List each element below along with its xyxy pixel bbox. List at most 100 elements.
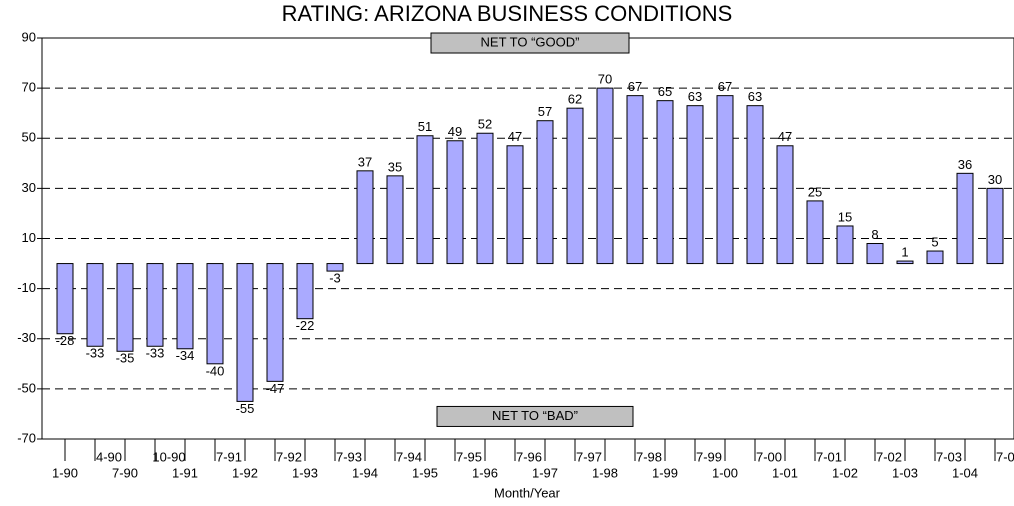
- value-label: 67: [718, 79, 732, 94]
- y-tick-label: 30: [22, 180, 36, 195]
- bar: [926, 250, 944, 265]
- x-tick-label: 7-94: [396, 449, 422, 464]
- value-label: 1: [901, 244, 908, 259]
- x-tick-label: 1-91: [172, 465, 198, 480]
- x-axis-label: Month/Year: [494, 485, 561, 500]
- bar: [686, 105, 704, 265]
- value-label: 30: [988, 172, 1002, 187]
- value-label: 35: [388, 159, 402, 174]
- value-label: 47: [778, 129, 792, 144]
- value-label: -33: [86, 346, 105, 361]
- value-label: 47: [508, 129, 522, 144]
- chart-title: RATING: ARIZONA BUSINESS CONDITIONS: [282, 1, 733, 26]
- value-label: 51: [418, 119, 432, 134]
- bar: [206, 263, 224, 365]
- x-tick-label: 1-97: [532, 465, 558, 480]
- bar: [326, 263, 344, 272]
- x-tick-label: 7-96: [516, 449, 542, 464]
- bar: [116, 263, 134, 352]
- x-tick-label: 4-90: [96, 449, 122, 464]
- value-label: 52: [478, 117, 492, 132]
- bar: [836, 225, 854, 265]
- y-tick-label: -50: [17, 380, 36, 395]
- x-tick-label: 1-90: [52, 465, 78, 480]
- value-label: 62: [568, 92, 582, 107]
- bar: [296, 263, 314, 320]
- value-label: -3: [329, 271, 341, 286]
- x-tick-label: 7-01: [816, 449, 842, 464]
- x-tick-label: 7-02: [876, 449, 902, 464]
- x-tick-label: 7-92: [276, 449, 302, 464]
- x-tick-label: 1-92: [232, 465, 258, 480]
- bar: [986, 187, 1004, 265]
- bar: [776, 145, 794, 265]
- bar: [236, 263, 254, 402]
- x-tick-label: 1-98: [592, 465, 618, 480]
- value-label: 8: [871, 227, 878, 242]
- x-tick-label: 7-99: [696, 449, 722, 464]
- x-tick-label: 1-04: [952, 465, 978, 480]
- x-tick-label: 7-98: [636, 449, 662, 464]
- bar: [506, 145, 524, 265]
- value-label: -40: [206, 363, 225, 378]
- x-tick-label: 7-95: [456, 449, 482, 464]
- bar: [896, 260, 914, 265]
- value-label: 25: [808, 184, 822, 199]
- x-tick-label: 1-95: [412, 465, 438, 480]
- y-tick-label: 90: [22, 29, 36, 44]
- bar: [866, 243, 884, 265]
- value-label: 63: [748, 89, 762, 104]
- value-label: -34: [176, 348, 195, 363]
- x-tick-label: 7-97: [576, 449, 602, 464]
- value-label: 63: [688, 89, 702, 104]
- bar: [476, 132, 494, 265]
- value-label: 36: [958, 157, 972, 172]
- bar: [86, 263, 104, 347]
- bar: [566, 107, 584, 265]
- value-label: -47: [266, 381, 285, 396]
- value-label: -55: [236, 401, 255, 416]
- y-tick-label: -10: [17, 280, 36, 295]
- value-label: -33: [146, 346, 165, 361]
- bar: [536, 120, 554, 265]
- x-tick-label: 7-03: [936, 449, 962, 464]
- y-tick-label: 10: [22, 230, 36, 245]
- annotation: NET TO “GOOD”: [481, 34, 580, 49]
- value-label: 49: [448, 124, 462, 139]
- bar: [416, 135, 434, 265]
- bar: [626, 95, 644, 265]
- bar: [716, 95, 734, 265]
- x-tick-label: 7-04: [996, 449, 1014, 464]
- y-tick-label: 50: [22, 130, 36, 145]
- annotation: NET TO “BAD”: [492, 408, 578, 423]
- x-tick-label: 1-96: [472, 465, 498, 480]
- bar: [656, 100, 674, 265]
- x-tick-label: 1-94: [352, 465, 378, 480]
- bar: [806, 200, 824, 265]
- value-label: 65: [658, 84, 672, 99]
- x-tick-label: 7-90: [112, 465, 138, 480]
- annotation-box: [430, 32, 630, 54]
- bar: [596, 87, 614, 265]
- bar: [446, 140, 464, 265]
- bar: [956, 172, 974, 265]
- value-label: -28: [56, 333, 75, 348]
- y-tick-label: -70: [17, 430, 36, 445]
- value-label: 15: [838, 209, 852, 224]
- x-tick-label: 10-90: [152, 449, 185, 464]
- bar: [56, 263, 74, 335]
- x-tick-label: 1-99: [652, 465, 678, 480]
- x-tick-label: 1-00: [712, 465, 738, 480]
- value-label: -35: [116, 351, 135, 366]
- x-tick-label: 1-02: [832, 465, 858, 480]
- value-label: 67: [628, 79, 642, 94]
- x-tick-label: 1-01: [772, 465, 798, 480]
- bar: [746, 105, 764, 265]
- value-label: -22: [296, 318, 315, 333]
- bar: [386, 175, 404, 265]
- value-label: 57: [538, 104, 552, 119]
- value-label: 5: [931, 234, 938, 249]
- bar: [176, 263, 194, 350]
- x-tick-label: 1-03: [892, 465, 918, 480]
